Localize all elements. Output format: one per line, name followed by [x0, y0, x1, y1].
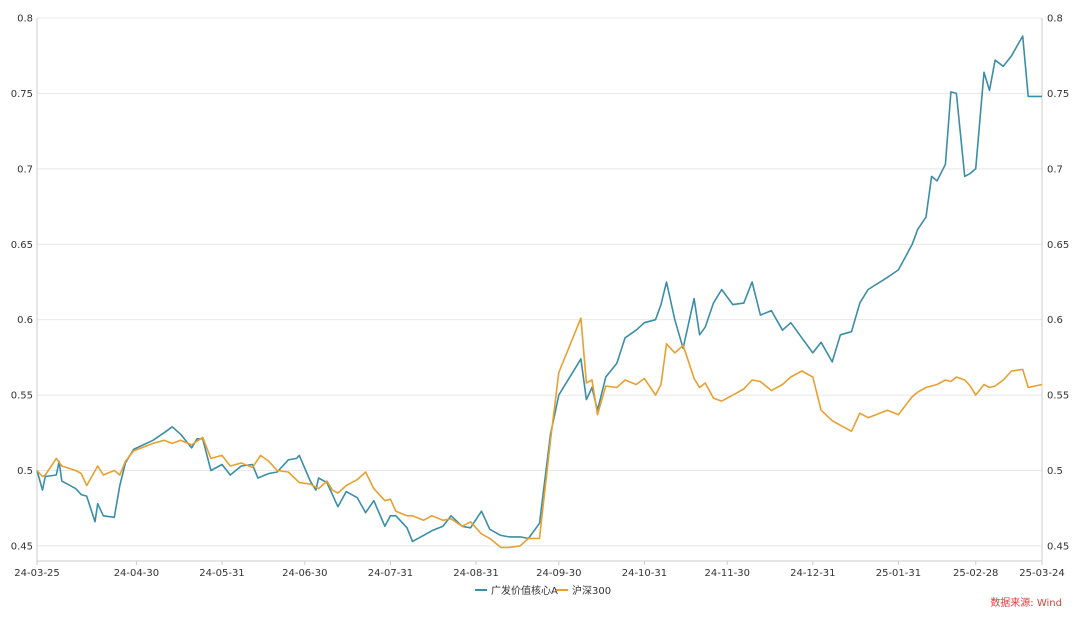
y-tick-left-0-45: 0.45	[11, 541, 33, 552]
y-tick-left-0-5: 0.5	[17, 466, 33, 477]
x-tick-24-04-30: 24-04-30	[114, 568, 159, 579]
x-tick-24-11-30: 24-11-30	[705, 568, 750, 579]
series-line-1	[37, 318, 1042, 547]
x-tick-24-08-31: 24-08-31	[453, 568, 498, 579]
grid-layer	[37, 18, 1042, 546]
x-tick-24-05-31: 24-05-31	[199, 568, 244, 579]
y-tick-right-0-75: 0.75	[1047, 89, 1069, 100]
x-tick-24-06-30: 24-06-30	[282, 568, 327, 579]
axis-layer: 0.8 0.8 0.75 0.75 0.7 0.7 0.65 0.65 0.6 0.6 0.55 0.…	[11, 14, 1070, 580]
y-tick-right-0-6: 0.6	[1047, 315, 1063, 326]
y-tick-left-0-8: 0.8	[17, 14, 33, 25]
source-note: 数据来源: Wind	[990, 596, 1062, 609]
y-tick-left-0-7: 0.7	[17, 164, 33, 175]
legend-label-index: 沪深300	[572, 584, 611, 597]
y-tick-right-0-45: 0.45	[1047, 541, 1069, 552]
y-tick-left-0-55: 0.55	[11, 391, 33, 402]
y-tick-right-0-65: 0.65	[1047, 240, 1069, 251]
x-tick-24-10-31: 24-10-31	[622, 568, 667, 579]
y-tick-right-0-7: 0.7	[1047, 164, 1063, 175]
x-tick-25-03-24: 25-03-24	[1019, 568, 1064, 579]
legend-label-fund: 广发价值核心A	[491, 584, 558, 597]
y-tick-left-0-65: 0.65	[11, 240, 33, 251]
x-tick-24-09-30: 24-09-30	[536, 568, 581, 579]
x-tick-24-03-25: 24-03-25	[14, 568, 59, 579]
x-tick-24-12-31: 24-12-31	[790, 568, 835, 579]
legend: 广发价值核心A 沪深300	[475, 584, 611, 597]
x-tick-25-02-28: 25-02-28	[953, 568, 998, 579]
x-tick-25-01-31: 25-01-31	[876, 568, 921, 579]
series-line-0	[37, 36, 1042, 541]
y-tick-right-0-8: 0.8	[1047, 14, 1063, 25]
y-tick-right-0-55: 0.55	[1047, 391, 1069, 402]
y-tick-left-0-75: 0.75	[11, 89, 33, 100]
y-tick-right-0-5: 0.5	[1047, 466, 1063, 477]
x-tick-24-07-31: 24-07-31	[368, 568, 413, 579]
y-tick-left-0-6: 0.6	[17, 315, 33, 326]
